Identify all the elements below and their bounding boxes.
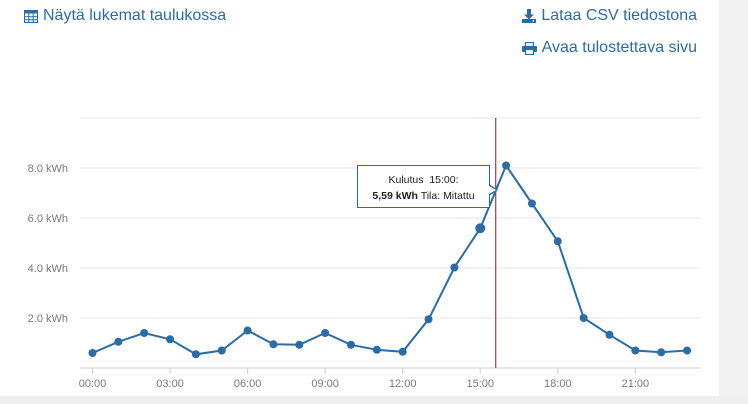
- data-point[interactable]: [217, 346, 226, 355]
- x-tick-label: 18:00: [544, 378, 572, 390]
- data-point[interactable]: [321, 329, 330, 337]
- x-tick-label: 15:00: [466, 378, 494, 390]
- tooltip-time: 15:00:: [429, 174, 459, 186]
- x-axis-ticks: 00:00 03:00 06:00 09:00 12:00 15:00 18:00 21:00: [79, 368, 649, 390]
- tooltip-header-row: Kulutus 15:00:: [358, 172, 489, 188]
- tooltip-series: Kulutus: [388, 174, 424, 186]
- bottom-margin: [0, 396, 748, 404]
- data-point[interactable]: [683, 346, 692, 355]
- data-point[interactable]: [166, 335, 175, 344]
- x-tick-label: 21:00: [622, 378, 650, 390]
- print-page-label: Avaa tulostettava sivu: [541, 39, 697, 56]
- grid: [80, 117, 700, 369]
- show-table-link[interactable]: Näytä lukemat taulukossa: [24, 7, 226, 25]
- data-point[interactable]: [424, 315, 433, 324]
- data-point[interactable]: [347, 340, 355, 349]
- y-tick-label: 6.0 kWh: [28, 213, 68, 225]
- data-point[interactable]: [269, 340, 278, 349]
- data-point[interactable]: [502, 161, 511, 170]
- y-tick-label: 2.0 kWh: [28, 313, 68, 325]
- print-page-link[interactable]: Avaa tulostettava sivu: [521, 39, 697, 57]
- y-tick-label: 4.0 kWh: [28, 263, 68, 275]
- y-axis-ticks: 2.0 kWh 4.0 kWh 6.0 kWh 8.0 kWh: [28, 163, 68, 325]
- print-icon: [521, 41, 537, 55]
- download-icon: [522, 9, 537, 23]
- x-tick-label: 12:00: [389, 378, 417, 390]
- data-point[interactable]: [295, 340, 304, 349]
- data-point[interactable]: [372, 345, 381, 354]
- data-point[interactable]: [398, 347, 407, 356]
- y-tick-label: 8.0 kWh: [28, 163, 68, 175]
- x-tick-label: 09:00: [311, 378, 339, 390]
- data-point[interactable]: [527, 199, 536, 208]
- data-point[interactable]: [605, 330, 614, 339]
- tooltip-arrow-inner: [489, 185, 496, 194]
- data-point[interactable]: [140, 329, 149, 337]
- data-point[interactable]: [114, 337, 123, 346]
- table-icon: [24, 9, 38, 23]
- tooltip: Kulutus 15:00: 5,59 kWh Tila: Mitattu: [357, 165, 498, 208]
- x-tick-label: 06:00: [234, 378, 262, 390]
- download-csv-label: Lataa CSV tiedostona: [541, 7, 697, 24]
- data-point[interactable]: [450, 263, 459, 272]
- data-point[interactable]: [631, 346, 640, 355]
- data-point-highlighted[interactable]: [475, 223, 486, 234]
- data-points[interactable]: [88, 161, 692, 359]
- tooltip-value: 5,59 kWh: [372, 190, 418, 202]
- download-csv-link[interactable]: Lataa CSV tiedostona: [522, 7, 697, 25]
- x-tick-label: 00:00: [79, 378, 107, 390]
- tooltip-status-label: Tila:: [420, 190, 441, 202]
- x-tick-label: 03:00: [156, 378, 184, 390]
- data-point[interactable]: [243, 326, 252, 335]
- right-margin: [719, 0, 748, 404]
- data-point[interactable]: [579, 314, 588, 322]
- data-point[interactable]: [657, 348, 666, 357]
- tooltip-value-row: 5,59 kWh Tila: Mitattu: [358, 188, 489, 204]
- show-table-label: Näytä lukemat taulukossa: [43, 7, 227, 24]
- data-point[interactable]: [191, 350, 200, 359]
- tooltip-status: Mitattu: [443, 190, 475, 202]
- data-point[interactable]: [88, 349, 97, 357]
- data-point[interactable]: [553, 237, 562, 246]
- series-line: [92, 163, 688, 356]
